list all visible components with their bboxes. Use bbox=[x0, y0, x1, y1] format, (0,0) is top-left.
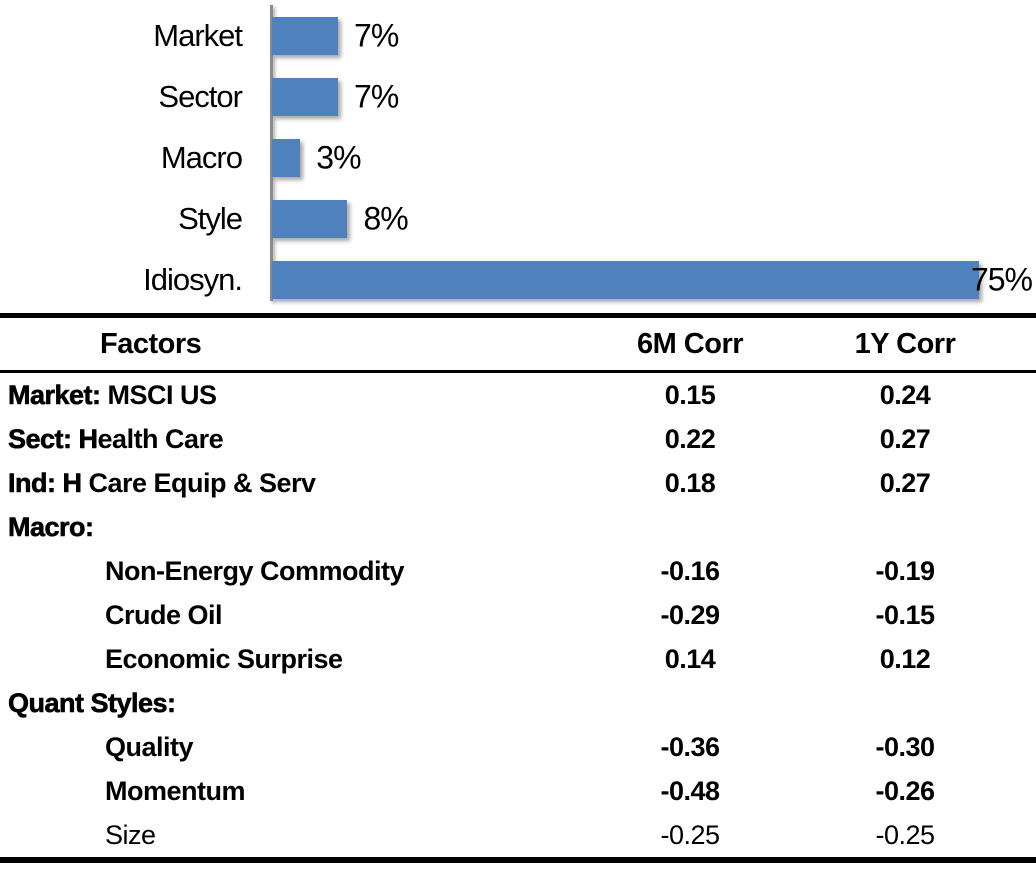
row-factor-label: Crude Oil bbox=[0, 600, 575, 631]
cell-6m-corr: -0.25 bbox=[660, 819, 720, 850]
row-factor-label: Ind: H Care Equip & Serv bbox=[0, 467, 575, 499]
chart-rows-container: Market 7% Sector 7% Macro 3% Style 8% Id… bbox=[0, 5, 1036, 310]
row-factor-label-bold-prefix: Sect: H bbox=[8, 423, 99, 454]
chart-bar-value-label: 75% bbox=[970, 261, 1033, 297]
chart-bar-value-label: 3% bbox=[316, 139, 361, 175]
table-row: Non-Energy Commodity -0.16 -0.19 bbox=[0, 549, 1036, 593]
row-factor-label-rest: Quality bbox=[105, 731, 194, 762]
table-row: Market: MSCI US 0.15 0.24 bbox=[0, 373, 1036, 417]
chart-bar-area: 3% bbox=[272, 138, 1036, 177]
row-factor-label: Size bbox=[0, 820, 575, 851]
chart-category-label: Style bbox=[178, 200, 243, 236]
chart-row: Macro 3% bbox=[0, 127, 1036, 188]
cell-1y-corr: 0.27 bbox=[879, 467, 931, 498]
row-factor-label: Quant Styles: bbox=[0, 687, 575, 719]
cell-6m-corr: 0.14 bbox=[664, 643, 716, 674]
table-row: Size -0.25 -0.25 bbox=[0, 813, 1036, 857]
table-row: Quant Styles: bbox=[0, 681, 1036, 725]
chart-bar-area: 7% bbox=[272, 77, 1036, 116]
chart-row: Idiosyn. 75% bbox=[0, 249, 1036, 310]
row-factor-label: Macro: bbox=[0, 511, 575, 543]
cell-1y-corr: -0.25 bbox=[875, 819, 935, 850]
cell-6m-corr: -0.29 bbox=[660, 599, 720, 630]
row-factor-label-bold-prefix: Quant Styles: bbox=[8, 687, 177, 718]
row-factor-label-rest: MSCI US bbox=[100, 379, 218, 410]
table-row: Momentum -0.48 -0.26 bbox=[0, 769, 1036, 813]
cell-1y-corr: 0.24 bbox=[879, 379, 931, 410]
cell-6m-corr: 0.18 bbox=[664, 467, 716, 498]
chart-row: Style 8% bbox=[0, 188, 1036, 249]
chart-row: Sector 7% bbox=[0, 66, 1036, 127]
chart-bar-value-label: 7% bbox=[354, 78, 399, 114]
chart-bar-value-label: 8% bbox=[363, 200, 408, 236]
chart-category-label: Macro bbox=[160, 139, 243, 175]
table-body: Market: MSCI US 0.15 0.24 Sect: Health C… bbox=[0, 373, 1036, 857]
chart-y-axis-line bbox=[270, 5, 273, 301]
chart-row: Market 7% bbox=[0, 5, 1036, 66]
factor-correlation-table: Factors 6M Corr 1Y Corr Market: MSCI US … bbox=[0, 313, 1036, 863]
cell-6m-corr: -0.48 bbox=[660, 775, 720, 806]
header-factors: Factors bbox=[100, 327, 202, 360]
cell-1y-corr: -0.19 bbox=[875, 555, 935, 586]
row-factor-label: Economic Surprise bbox=[0, 644, 575, 675]
chart-bar bbox=[272, 77, 339, 116]
table-header-row: Factors 6M Corr 1Y Corr bbox=[0, 318, 1036, 373]
chart-bar-area: 75% bbox=[272, 260, 1036, 299]
row-factor-label: Momentum bbox=[0, 776, 575, 807]
cell-6m-corr: 0.22 bbox=[664, 423, 716, 454]
row-factor-label-bold-prefix: Macro: bbox=[8, 511, 95, 542]
header-1y-corr: 1Y Corr bbox=[854, 327, 956, 360]
row-factor-label-bold-prefix: Ind: H bbox=[8, 467, 83, 498]
table-row: Macro: bbox=[0, 505, 1036, 549]
row-factor-label: Quality bbox=[0, 732, 575, 763]
cell-6m-corr: -0.16 bbox=[660, 555, 720, 586]
cell-6m-corr: -0.36 bbox=[660, 731, 720, 762]
row-factor-label-rest: ealth Care bbox=[97, 423, 224, 454]
cell-1y-corr: -0.26 bbox=[875, 775, 935, 806]
row-factor-label-rest: Crude Oil bbox=[105, 599, 223, 630]
risk-decomposition-bar-chart: Market 7% Sector 7% Macro 3% Style 8% Id… bbox=[0, 0, 1036, 306]
row-factor-label-rest: Non-Energy Commodity bbox=[105, 555, 405, 586]
row-factor-label-rest: Size bbox=[105, 819, 156, 850]
row-factor-label: Market: MSCI US bbox=[0, 379, 575, 411]
cell-1y-corr: 0.27 bbox=[879, 423, 931, 454]
table-row: Ind: H Care Equip & Serv 0.18 0.27 bbox=[0, 461, 1036, 505]
row-factor-label: Non-Energy Commodity bbox=[0, 556, 575, 587]
cell-6m-corr: 0.15 bbox=[664, 379, 716, 410]
row-factor-label-rest: Economic Surprise bbox=[105, 643, 343, 674]
chart-bar-area: 8% bbox=[272, 199, 1036, 238]
header-6m-corr: 6M Corr bbox=[636, 327, 744, 360]
cell-1y-corr: -0.15 bbox=[875, 599, 935, 630]
table-row: Sect: Health Care 0.22 0.27 bbox=[0, 417, 1036, 461]
row-factor-label-rest: Momentum bbox=[105, 775, 246, 806]
cell-1y-corr: -0.30 bbox=[875, 731, 935, 762]
table-row: Economic Surprise 0.14 0.12 bbox=[0, 637, 1036, 681]
row-factor-label-rest: Care Equip & Serv bbox=[81, 467, 316, 498]
cell-1y-corr: 0.12 bbox=[879, 643, 931, 674]
chart-bar bbox=[272, 138, 301, 177]
chart-bar bbox=[272, 260, 980, 299]
chart-bar bbox=[272, 199, 348, 238]
chart-category-label: Idiosyn. bbox=[143, 261, 243, 297]
table-row: Crude Oil -0.29 -0.15 bbox=[0, 593, 1036, 637]
chart-category-label: Sector bbox=[158, 78, 243, 114]
chart-bar-area: 7% bbox=[272, 16, 1036, 55]
row-factor-label: Sect: Health Care bbox=[0, 423, 575, 455]
row-factor-label-bold-prefix: Market: bbox=[8, 379, 102, 410]
chart-bar-value-label: 7% bbox=[354, 17, 399, 53]
table-row: Quality -0.36 -0.30 bbox=[0, 725, 1036, 769]
chart-bar bbox=[272, 16, 339, 55]
chart-category-label: Market bbox=[153, 17, 243, 53]
